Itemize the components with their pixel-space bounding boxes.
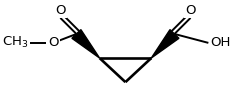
Text: O: O [48,36,58,49]
Text: O: O [55,4,66,17]
Text: OH: OH [210,36,230,49]
Polygon shape [151,30,179,58]
Text: CH$_3$: CH$_3$ [2,35,28,50]
Text: O: O [185,4,196,17]
Polygon shape [72,30,100,58]
